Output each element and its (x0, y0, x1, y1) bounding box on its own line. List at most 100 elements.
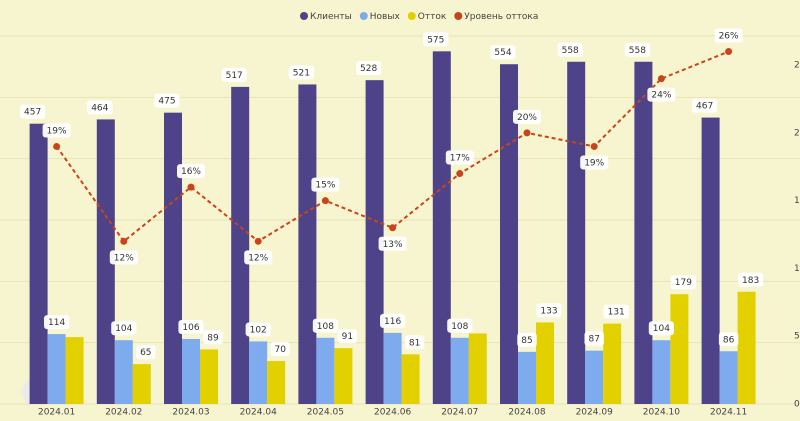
bar (468, 333, 487, 404)
label-box (445, 150, 474, 165)
y2-tick-label: 1 (794, 196, 800, 206)
line-point (321, 197, 329, 205)
data-label: 517 (221, 67, 247, 82)
data-label-text: 24% (651, 91, 671, 101)
label-box (512, 109, 542, 124)
x-tick-label: 2024.02 (105, 408, 142, 418)
bar (383, 332, 402, 404)
label-box (245, 322, 271, 337)
y2-tick-label: 2 (794, 128, 800, 138)
label-box (380, 313, 406, 328)
data-label: 464 (87, 100, 113, 115)
data-label-text: 12% (114, 253, 134, 263)
data-label: 87 (584, 331, 604, 346)
line-point (657, 75, 665, 83)
legend-swatch (407, 12, 416, 20)
label-box (692, 98, 718, 113)
data-label: 20% (512, 109, 542, 124)
bar (182, 338, 200, 404)
label-box (603, 304, 629, 319)
label-box (221, 67, 247, 82)
x-tick-label: 2024.05 (307, 408, 344, 418)
label-box (738, 272, 764, 287)
data-label: 85 (517, 332, 537, 347)
label-box (109, 250, 138, 265)
bar (500, 64, 518, 405)
data-label-text: 15% (315, 181, 335, 191)
data-label: 16% (176, 164, 206, 179)
data-label: 91 (337, 329, 358, 344)
data-label: 89 (203, 330, 223, 345)
data-label: 131 (603, 304, 629, 319)
data-label-text: 575 (427, 35, 444, 45)
data-label-text: 89 (207, 333, 219, 343)
data-label-text: 104 (653, 324, 670, 334)
label-box (557, 42, 583, 57)
bar (164, 112, 182, 405)
label-box (624, 42, 650, 57)
bar (719, 351, 738, 404)
data-label: 114 (44, 315, 70, 330)
label-box (423, 32, 449, 47)
label-box (447, 318, 473, 333)
data-label-text: 528 (360, 64, 377, 74)
data-label-text: 475 (158, 97, 175, 107)
label-box (378, 236, 407, 251)
x-tick-label: 2024.01 (38, 408, 75, 418)
label-box (111, 321, 137, 336)
bar (200, 349, 218, 404)
data-label: 86 (718, 332, 739, 347)
data-label: 558 (557, 42, 583, 57)
bar (365, 80, 384, 404)
line-point (590, 142, 598, 150)
data-label-text: 554 (494, 48, 511, 58)
legend-swatch (454, 12, 463, 20)
data-label-text: 65 (140, 348, 151, 358)
data-label-text: 517 (226, 71, 243, 81)
y2-tick-label: 0 (794, 400, 800, 410)
bar (450, 337, 469, 404)
label-box (718, 332, 739, 347)
data-label-text: 81 (409, 338, 420, 348)
legend-label: Новых (370, 12, 401, 22)
bar (267, 361, 286, 404)
data-label: 108 (447, 318, 473, 333)
legend-label: Отток (418, 12, 447, 22)
data-label-text: 86 (723, 335, 735, 345)
bar (334, 348, 353, 404)
data-label: 457 (20, 104, 46, 119)
data-label: 133 (536, 303, 562, 318)
line-point (725, 48, 733, 56)
legend-label: Уровень оттока (464, 12, 538, 22)
label-box (176, 164, 206, 179)
label-box (647, 87, 676, 102)
data-label-text: 457 (24, 108, 41, 118)
label-box (87, 100, 113, 115)
label-box (136, 345, 156, 360)
bar (401, 354, 420, 404)
x-tick-label: 2024.09 (576, 408, 613, 418)
legend: Клиенты Новых Отток Уровень оттока (300, 12, 538, 22)
data-label-text: 91 (342, 332, 353, 342)
data-label-text: 521 (293, 68, 310, 78)
legend-label: Клиенты (310, 12, 352, 22)
label-box (337, 329, 358, 344)
data-label-text: 558 (562, 46, 579, 56)
data-label-text: 108 (451, 322, 468, 332)
bar (316, 337, 335, 404)
data-label: 70 (270, 342, 290, 357)
data-label: 12% (109, 250, 138, 265)
data-label: 558 (624, 42, 650, 57)
bar (518, 351, 536, 404)
label-box (20, 104, 46, 119)
line-point (254, 237, 262, 245)
line-point (523, 129, 531, 137)
data-label: 81 (404, 335, 425, 350)
data-label-text: 87 (588, 335, 599, 345)
label-box (42, 123, 71, 138)
data-label: 475 (154, 93, 180, 108)
data-label-text: 558 (629, 46, 646, 56)
data-label-text: 464 (91, 103, 108, 113)
data-label: 183 (738, 272, 764, 287)
